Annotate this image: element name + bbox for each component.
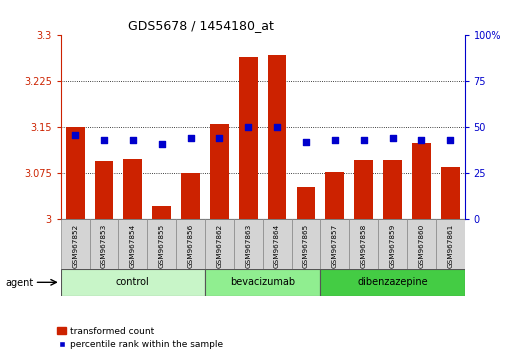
Bar (291, 219, 320, 269)
Bar (320, 219, 349, 269)
Point (129, 137, 137, 143)
Text: GSM967860: GSM967860 (418, 223, 425, 268)
Bar (441, 167, 459, 219)
Bar (205, 269, 320, 296)
Bar (349, 219, 378, 269)
Point (71, 132, 79, 138)
Point (301, 139, 310, 145)
Text: GSM967853: GSM967853 (101, 223, 107, 268)
Bar (354, 160, 373, 219)
Text: GSM967865: GSM967865 (303, 223, 309, 268)
Bar (320, 269, 465, 296)
Point (244, 125, 252, 130)
Bar (118, 219, 147, 269)
Bar (383, 160, 402, 219)
Text: bevacizumab: bevacizumab (230, 277, 295, 287)
Point (360, 137, 368, 143)
Bar (176, 219, 205, 269)
Text: GSM967863: GSM967863 (245, 223, 251, 268)
Bar (95, 161, 114, 219)
Point (100, 137, 108, 143)
Legend: transformed count, percentile rank within the sample: transformed count, percentile rank withi… (58, 327, 223, 349)
Bar (297, 187, 315, 219)
Point (446, 137, 455, 143)
Text: GSM967859: GSM967859 (390, 223, 395, 268)
Text: GSM967854: GSM967854 (130, 223, 136, 268)
Point (215, 136, 224, 141)
Bar (205, 219, 234, 269)
Text: GSM967857: GSM967857 (332, 223, 338, 268)
Bar (61, 219, 90, 269)
Text: GSM967862: GSM967862 (216, 223, 222, 268)
Text: GSM967855: GSM967855 (159, 223, 165, 268)
Bar (325, 172, 344, 219)
Bar (210, 124, 229, 219)
Bar (181, 173, 200, 219)
Bar (66, 127, 84, 219)
Bar (61, 269, 205, 296)
Bar (234, 219, 262, 269)
Bar (152, 206, 171, 219)
Text: control: control (116, 277, 150, 287)
Text: GDS5678 / 1454180_at: GDS5678 / 1454180_at (128, 19, 274, 33)
Point (331, 137, 339, 143)
Bar (90, 219, 118, 269)
Bar (124, 159, 142, 219)
Bar (147, 219, 176, 269)
Point (186, 136, 195, 141)
Bar (407, 219, 436, 269)
Text: GSM967864: GSM967864 (274, 223, 280, 268)
Text: GSM967861: GSM967861 (447, 223, 453, 268)
Bar (436, 219, 465, 269)
Text: GSM967852: GSM967852 (72, 223, 78, 268)
Text: GSM967858: GSM967858 (361, 223, 366, 268)
Point (157, 141, 166, 147)
Bar (378, 219, 407, 269)
Point (273, 125, 281, 130)
Text: agent: agent (5, 278, 34, 288)
Point (388, 136, 397, 141)
Text: GSM967856: GSM967856 (187, 223, 194, 268)
Point (417, 137, 426, 143)
Bar (412, 143, 431, 219)
Bar (263, 219, 291, 269)
Bar (268, 55, 287, 219)
Text: dibenzazepine: dibenzazepine (357, 277, 428, 287)
Bar (239, 57, 258, 219)
